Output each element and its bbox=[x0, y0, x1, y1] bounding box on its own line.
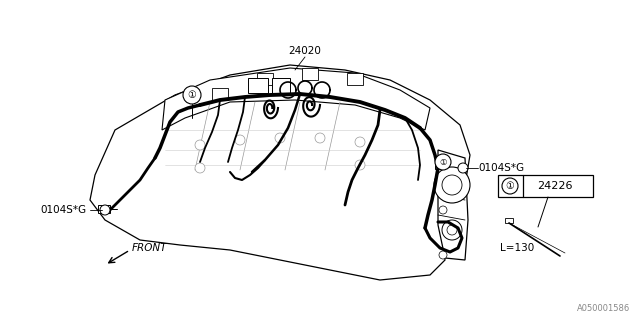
Polygon shape bbox=[90, 65, 470, 280]
Circle shape bbox=[195, 163, 205, 173]
Text: 0104S*G: 0104S*G bbox=[478, 163, 524, 173]
Bar bbox=[257, 73, 273, 85]
Circle shape bbox=[355, 160, 365, 170]
Circle shape bbox=[435, 154, 451, 170]
Bar bbox=[302, 68, 318, 80]
Circle shape bbox=[355, 137, 365, 147]
Circle shape bbox=[439, 206, 447, 214]
Circle shape bbox=[442, 220, 462, 240]
Text: 24020: 24020 bbox=[289, 46, 321, 56]
Circle shape bbox=[235, 135, 245, 145]
Circle shape bbox=[100, 205, 110, 215]
Text: L=130: L=130 bbox=[500, 243, 534, 253]
Circle shape bbox=[458, 163, 468, 173]
Text: ①: ① bbox=[439, 157, 447, 166]
Bar bbox=[498, 175, 593, 197]
Bar bbox=[435, 161, 443, 169]
Bar bbox=[272, 78, 290, 93]
Text: ①: ① bbox=[506, 181, 515, 191]
Circle shape bbox=[439, 251, 447, 259]
Text: FRONT: FRONT bbox=[132, 243, 168, 253]
Circle shape bbox=[502, 178, 518, 194]
Circle shape bbox=[439, 156, 447, 164]
Polygon shape bbox=[162, 68, 430, 130]
Circle shape bbox=[275, 133, 285, 143]
Text: ①: ① bbox=[188, 90, 196, 100]
Bar bbox=[505, 218, 513, 223]
Circle shape bbox=[195, 140, 205, 150]
Text: 24226: 24226 bbox=[537, 181, 573, 191]
Circle shape bbox=[442, 175, 462, 195]
Polygon shape bbox=[438, 150, 468, 260]
Bar bbox=[98, 205, 110, 213]
Text: A050001586: A050001586 bbox=[577, 304, 630, 313]
Circle shape bbox=[447, 225, 457, 235]
Circle shape bbox=[434, 167, 470, 203]
Circle shape bbox=[315, 133, 325, 143]
Circle shape bbox=[183, 86, 201, 104]
Text: 0104S*G: 0104S*G bbox=[40, 205, 86, 215]
Bar bbox=[212, 88, 228, 100]
Bar bbox=[347, 73, 363, 85]
Bar bbox=[248, 78, 268, 93]
